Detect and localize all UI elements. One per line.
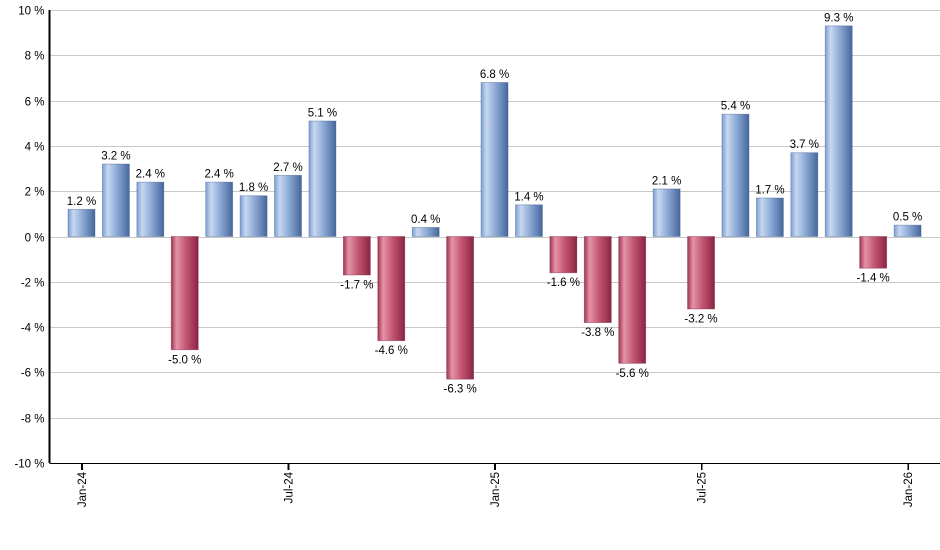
y-tick-label: -8 %	[21, 414, 45, 426]
x-tick-label: Jan-26	[903, 472, 915, 507]
bar-value-label: -1.7 %	[340, 280, 373, 292]
bar-value-label: -5.6 %	[616, 368, 649, 380]
bar-value-label: 0.5 %	[893, 212, 922, 224]
bar-value-label: 5.4 %	[721, 101, 750, 113]
bar-value-label: 2.1 %	[652, 175, 681, 187]
bar	[102, 163, 130, 237]
bar-value-label: -5.0 %	[168, 354, 201, 366]
bar-value-label: -1.6 %	[547, 277, 580, 289]
bar-value-label: 0.4 %	[411, 214, 440, 226]
bar	[274, 174, 302, 237]
bar	[136, 181, 165, 237]
bar-value-label: 1.4 %	[514, 191, 543, 203]
bar-value-label: -4.6 %	[375, 345, 408, 357]
bar-value-label: 2.4 %	[136, 169, 165, 181]
bar-value-label: 3.7 %	[790, 139, 819, 151]
bar	[756, 197, 784, 237]
bar-value-label: 1.2 %	[67, 196, 96, 208]
bar	[411, 227, 440, 237]
bar	[67, 208, 96, 237]
bar-value-label: -3.8 %	[581, 327, 614, 339]
bar-value-label: -3.2 %	[684, 313, 717, 325]
bar-value-label: 1.8 %	[239, 182, 268, 194]
bar	[893, 224, 922, 237]
x-tick-label: Jul-24	[284, 471, 296, 503]
y-tick-label: 8 %	[25, 51, 45, 63]
bar	[687, 236, 715, 310]
bar	[790, 152, 819, 237]
bar-value-label: -1.4 %	[857, 273, 890, 285]
bar	[205, 181, 234, 237]
bar-value-label: 6.8 %	[480, 69, 509, 81]
bar-value-label: 1.7 %	[755, 184, 784, 196]
bar	[377, 236, 406, 342]
bar	[239, 195, 268, 237]
bar	[480, 82, 509, 237]
y-tick-label: -10 %	[14, 459, 44, 471]
bar-value-label: 5.1 %	[308, 107, 337, 119]
y-tick-label: 10 %	[18, 6, 44, 18]
bar	[515, 204, 543, 237]
y-tick-label: -6 %	[21, 368, 45, 380]
y-tick-label: 2 %	[25, 187, 45, 199]
bar-value-label: 3.2 %	[101, 151, 130, 163]
x-tick-label: Jan-24	[77, 471, 89, 507]
bar-value-label: 2.7 %	[273, 162, 302, 174]
bar	[618, 236, 647, 364]
bar	[824, 25, 853, 237]
bar-value-label: -6.3 %	[443, 384, 476, 396]
bar	[308, 120, 337, 237]
y-tick-label: -2 %	[21, 278, 45, 290]
x-tick-label: Jul-25	[697, 472, 709, 503]
y-tick-label: -4 %	[21, 323, 45, 335]
bar	[549, 236, 578, 274]
bar	[170, 236, 199, 351]
bar-value-label: 2.4 %	[204, 169, 233, 181]
y-tick-label: 0 %	[25, 233, 45, 245]
bar	[342, 236, 371, 276]
y-tick-label: 4 %	[25, 142, 45, 154]
bar	[446, 236, 475, 380]
y-tick-label: 6 %	[25, 97, 45, 109]
bar	[583, 236, 612, 323]
bar	[859, 236, 888, 269]
bar-value-label: 9.3 %	[824, 12, 853, 24]
bar	[652, 188, 681, 237]
x-tick-label: Jan-25	[490, 472, 502, 507]
bar	[721, 113, 750, 237]
